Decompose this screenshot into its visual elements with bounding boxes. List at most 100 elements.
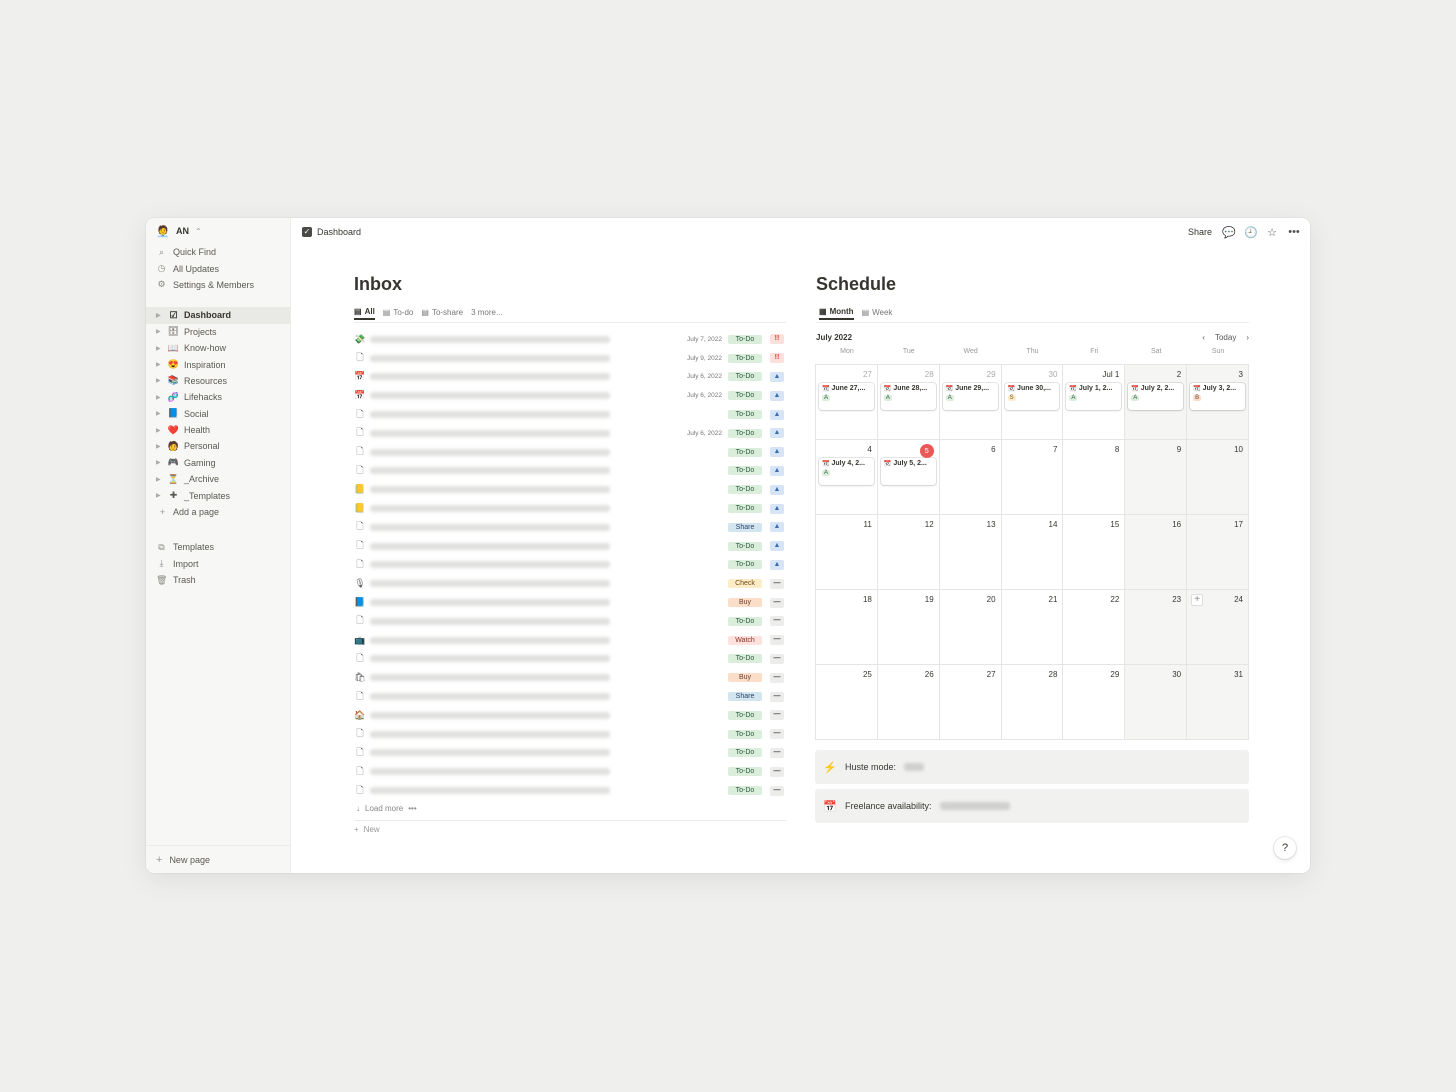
status-tag[interactable]: To-Do — [728, 541, 762, 551]
expand-triangle-icon[interactable]: ▶ — [156, 460, 161, 467]
event-card[interactable]: 📆 June 30,... S — [1004, 383, 1060, 410]
list-item[interactable]: 📅 July 6, 2022 To-Do ▲ — [354, 368, 784, 387]
calendar-day-cell[interactable]: 9 — [1125, 440, 1188, 515]
list-item[interactable]: 💸 July 7, 2022 To-Do!! — [354, 330, 784, 349]
expand-triangle-icon[interactable]: ▶ — [156, 427, 161, 434]
calendar-day-cell[interactable]: 27 📆 June 27,... A — [816, 365, 878, 440]
list-item[interactable]: 🗋 To-Do — — [354, 650, 784, 669]
list-item[interactable]: 📘 Buy — — [354, 593, 784, 612]
event-card[interactable]: 📆 June 29,... A — [942, 383, 998, 410]
sidebar-page-archive[interactable]: ▶ ⏳ _Archive — [146, 471, 290, 487]
calendar-day-cell[interactable]: 22 — [1063, 590, 1126, 665]
breadcrumb[interactable]: ✓ Dashboard — [302, 227, 361, 237]
list-item[interactable]: 🗋 To-Do ▲ — [354, 537, 784, 556]
event-card[interactable]: 📆 July 4, 2... A — [819, 458, 874, 485]
more-icon[interactable]: ••• — [1288, 226, 1300, 238]
expand-triangle-icon[interactable]: ▶ — [156, 476, 161, 483]
list-item[interactable]: 📒 To-Do ▲ — [354, 480, 784, 499]
event-card[interactable]: 📆 July 1, 2... A — [1066, 383, 1122, 410]
expand-triangle-icon[interactable]: ▶ — [156, 312, 161, 319]
status-tag[interactable]: To-Do — [728, 729, 762, 739]
calendar-day-cell[interactable]: 30 📆 June 30,... S — [1001, 365, 1064, 440]
status-tag[interactable]: Check — [728, 579, 762, 589]
sidebar-item-quick-find[interactable]: ⌕ Quick Find — [146, 244, 290, 260]
status-tag[interactable]: To-Do — [728, 504, 762, 514]
more-icon[interactable]: ••• — [408, 804, 417, 814]
status-tag[interactable]: To-Do — [728, 748, 762, 758]
calendar-day-cell[interactable]: 13 — [939, 515, 1002, 590]
calendar-day-cell[interactable]: 29 — [1063, 665, 1126, 740]
list-item[interactable]: 🗋 July 9, 2022 To-Do!! — [354, 349, 784, 368]
list-item[interactable]: 🗋 To-Do ▲ — [354, 556, 784, 575]
tab-month[interactable]: ▦ Month — [819, 304, 854, 320]
calendar-day-cell[interactable]: 25 — [816, 665, 878, 740]
status-tag[interactable]: To-Do — [728, 767, 762, 777]
status-tag[interactable]: To-Do — [728, 786, 762, 796]
calendar-day-cell[interactable]: 18 — [816, 590, 878, 665]
list-item[interactable]: 🗋 To-Do — — [354, 762, 784, 781]
sidebar-page-knowhow[interactable]: ▶ 📖 Know-how — [146, 340, 290, 356]
calendar-day-cell[interactable]: 16 — [1125, 515, 1188, 590]
expand-triangle-icon[interactable]: ▶ — [156, 394, 161, 401]
tab-all[interactable]: ▤ All — [354, 304, 375, 320]
status-tag[interactable]: To-Do — [728, 560, 762, 570]
calendar-day-cell[interactable]: 28 📆 June 28,... A — [877, 365, 940, 440]
new-row-button[interactable]: + New — [354, 825, 380, 834]
list-item[interactable]: 📒 To-Do ▲ — [354, 499, 784, 518]
sidebar-page-lifehacks[interactable]: ▶ 🧬 Lifehacks — [146, 389, 290, 405]
calendar-day-cell[interactable]: 15 — [1063, 515, 1126, 590]
load-more-button[interactable]: ↓ Load more ••• — [354, 802, 784, 816]
calendar-day-cell[interactable]: 23 — [1125, 590, 1188, 665]
hustle-mode-callout[interactable]: ⚡ Huste mode: — [815, 750, 1249, 784]
status-tag[interactable]: To-Do — [728, 466, 762, 476]
status-tag[interactable]: To-Do — [728, 447, 762, 457]
sidebar-page-resources[interactable]: ▶ 📚 Resources — [146, 373, 290, 389]
status-tag[interactable]: To-Do — [728, 485, 762, 495]
list-item[interactable]: 🗋 To-Do — — [354, 744, 784, 763]
event-card[interactable]: 📆 July 3, 2... B — [1190, 383, 1245, 410]
event-card[interactable]: 📆 July 2, 2... A — [1128, 383, 1184, 410]
expand-triangle-icon[interactable]: ▶ — [156, 362, 161, 369]
sidebar-item-settings-members[interactable]: ⚙ Settings & Members — [146, 277, 290, 293]
list-item[interactable]: 🗋 To-Do — — [354, 612, 784, 631]
calendar-day-cell[interactable]: 28 — [1001, 665, 1064, 740]
list-item[interactable]: 🗋 To-Do — — [354, 725, 784, 744]
status-tag[interactable]: To-Do — [728, 410, 762, 420]
prev-month-icon[interactable]: ‹ — [1202, 332, 1205, 342]
next-month-icon[interactable]: › — [1246, 332, 1249, 342]
sidebar-page-inspiration[interactable]: ▶ 😍 Inspiration — [146, 356, 290, 372]
calendar-day-cell[interactable]: 8 — [1063, 440, 1126, 515]
list-item[interactable]: 🗋 To-Do — — [354, 781, 784, 800]
tab-to-do[interactable]: ▤ To-do — [383, 304, 414, 320]
status-tag[interactable]: To-Do — [728, 334, 762, 344]
event-card[interactable]: 📆 July 5, 2... — [880, 458, 936, 485]
status-tag[interactable]: Share — [728, 522, 762, 532]
sidebar-page-social[interactable]: ▶ 📘 Social — [146, 406, 290, 422]
calendar-day-cell[interactable]: 10 — [1187, 440, 1249, 515]
status-tag[interactable]: To-Do — [728, 654, 762, 664]
calendar-day-cell[interactable]: 27 — [939, 665, 1002, 740]
list-item[interactable]: 🎙 Check — — [354, 574, 784, 593]
calendar-day-cell[interactable]: 30 — [1125, 665, 1188, 740]
tab-3-more-[interactable]: 3 more... — [471, 304, 503, 320]
list-item[interactable]: 🗋 To-Do ▲ — [354, 462, 784, 481]
list-item[interactable]: 🗋 Share ▲ — [354, 518, 784, 537]
list-item[interactable]: 🗋 To-Do ▲ — [354, 443, 784, 462]
star-icon[interactable]: ☆ — [1267, 226, 1277, 239]
list-item[interactable]: 🗋 To-Do ▲ — [354, 405, 784, 424]
today-button[interactable]: Today — [1214, 332, 1237, 342]
share-button[interactable]: Share — [1187, 227, 1212, 237]
list-item[interactable]: 🗋 July 6, 2022 To-Do ▲ — [354, 424, 784, 443]
status-tag[interactable]: To-Do — [728, 616, 762, 626]
comment-icon[interactable]: 💬 — [1222, 226, 1236, 239]
sidebar-page-personal[interactable]: ▶ 🧑 Personal — [146, 438, 290, 454]
calendar-day-cell[interactable]: 7 — [1001, 440, 1064, 515]
sidebar-page-gaming[interactable]: ▶ 🎮 Gaming — [146, 455, 290, 471]
event-card[interactable]: 📆 June 27,... A — [819, 383, 874, 410]
calendar-day-cell[interactable]: 31 — [1187, 665, 1249, 740]
calendar-day-cell[interactable]: 20 — [939, 590, 1002, 665]
expand-triangle-icon[interactable]: ▶ — [156, 443, 161, 450]
calendar-day-cell[interactable]: 4 📆 July 4, 2... A — [816, 440, 878, 515]
calendar-day-cell[interactable]: 3 📆 July 3, 2... B — [1187, 365, 1249, 440]
expand-triangle-icon[interactable]: ▶ — [156, 345, 161, 352]
